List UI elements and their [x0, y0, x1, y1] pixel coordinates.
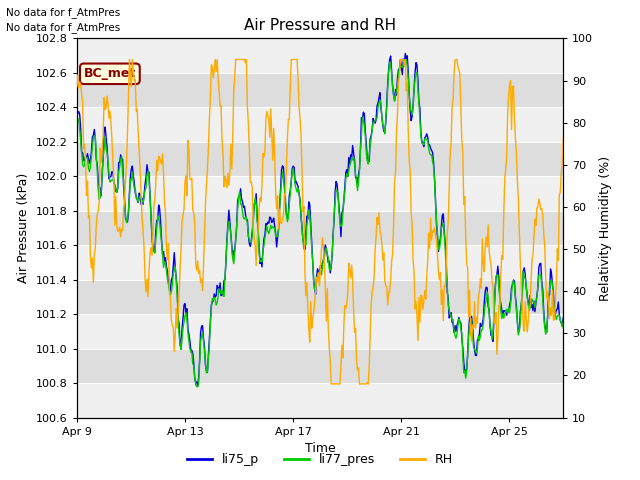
- Y-axis label: Relativity Humidity (%): Relativity Humidity (%): [599, 156, 612, 300]
- Bar: [77, 383, 563, 418]
- X-axis label: Time: Time: [305, 442, 335, 455]
- Bar: [77, 245, 563, 280]
- Bar: [77, 314, 563, 348]
- Text: No data for f_AtmPres: No data for f_AtmPres: [6, 22, 121, 33]
- Bar: [77, 108, 563, 142]
- Title: Air Pressure and RH: Air Pressure and RH: [244, 18, 396, 33]
- Text: No data for f_AtmPres: No data for f_AtmPres: [6, 7, 121, 18]
- Bar: [77, 176, 563, 211]
- Bar: [77, 38, 563, 73]
- Y-axis label: Air Pressure (kPa): Air Pressure (kPa): [17, 173, 30, 283]
- Legend: li75_p, li77_pres, RH: li75_p, li77_pres, RH: [182, 448, 458, 471]
- Text: BC_met: BC_met: [84, 67, 136, 80]
